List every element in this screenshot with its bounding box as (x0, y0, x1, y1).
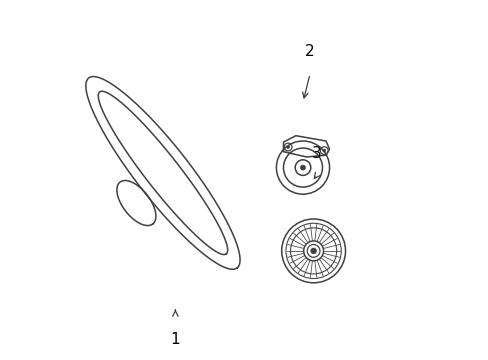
Text: 2: 2 (305, 45, 314, 59)
Circle shape (322, 149, 325, 152)
Circle shape (286, 145, 289, 148)
Circle shape (310, 248, 316, 254)
Text: 1: 1 (170, 332, 180, 347)
Text: 3: 3 (312, 145, 322, 161)
Circle shape (300, 165, 305, 170)
